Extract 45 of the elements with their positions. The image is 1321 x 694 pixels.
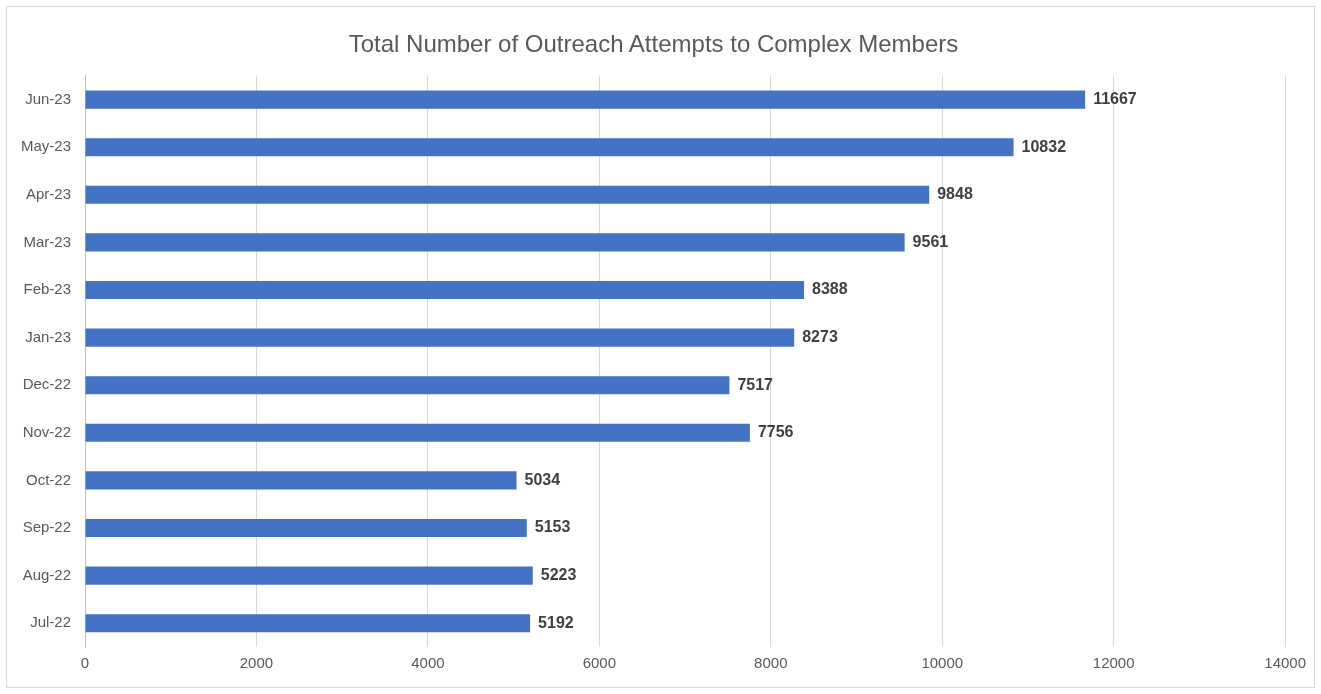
y-tick-label: Jul-22 (30, 613, 72, 631)
data-label: 11667 (1093, 90, 1137, 108)
y-tick-label: Jan-23 (25, 327, 72, 345)
x-tick-label: 0 (80, 654, 90, 672)
data-label: 5223 (540, 566, 577, 584)
x-tick-label: 4000 (411, 654, 445, 672)
data-label: 9848 (937, 185, 973, 203)
bar (85, 138, 1014, 157)
y-tick-label: Feb-23 (23, 280, 72, 298)
data-label: 8273 (802, 328, 838, 346)
bar (85, 185, 930, 204)
bar (85, 614, 531, 633)
data-label: 10832 (1021, 137, 1067, 155)
x-tick-label: 10000 (921, 654, 964, 672)
y-tick-label: Mar-23 (23, 232, 72, 250)
bar (85, 518, 527, 538)
x-tick-label: 14000 (1264, 654, 1306, 672)
x-tick-label: 12000 (1092, 654, 1135, 672)
y-tick-label: May-23 (20, 137, 72, 155)
y-tick-label: Apr-23 (25, 184, 72, 202)
data-label: 9561 (912, 232, 949, 250)
data-label: 5153 (534, 518, 571, 536)
y-tick-label: Sep-22 (22, 518, 72, 536)
data-label: 7517 (737, 375, 774, 393)
x-tick-label: 8000 (754, 654, 788, 672)
data-label: 8388 (812, 280, 848, 298)
bar (85, 280, 805, 300)
y-tick-label: Oct-22 (26, 470, 72, 488)
data-label: 7756 (757, 423, 794, 441)
bar (85, 233, 905, 252)
y-tick-label: Jun-23 (25, 89, 72, 107)
x-tick-label: 6000 (582, 654, 617, 672)
chart-title: Total Number of Outreach Attempts to Complex Members (348, 30, 959, 58)
bar (85, 328, 795, 347)
y-tick-label: Aug-22 (22, 565, 72, 583)
y-tick-label: Nov-22 (22, 422, 72, 440)
bar (85, 471, 517, 490)
x-tick-label: 2000 (239, 654, 274, 672)
data-label: 5192 (538, 613, 574, 631)
data-label: 5034 (524, 470, 561, 488)
bar (85, 423, 750, 442)
bar (85, 376, 730, 395)
y-tick-label: Dec-22 (22, 375, 72, 393)
bar (85, 566, 533, 585)
bar (85, 90, 1086, 109)
